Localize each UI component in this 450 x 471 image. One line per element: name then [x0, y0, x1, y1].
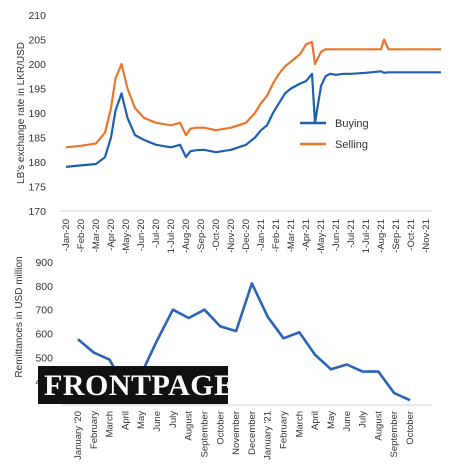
- x-tick-label: -Dec-20: [241, 219, 252, 253]
- y-tick-label: 190: [28, 108, 46, 120]
- x-tick-label: -Aug-20: [181, 219, 192, 253]
- x-tick-label: July: [168, 411, 179, 428]
- exchange-rate-chart: 170 175 180 185 190 195 200 205 210 -Jan-20 -Feb-2…: [16, 10, 441, 254]
- legend-label-buying: Buying: [335, 118, 369, 130]
- x-tick-label: March: [105, 411, 116, 437]
- x-tick-label: -Jun-20: [136, 219, 147, 251]
- x-tick-label: -Jan-21: [256, 219, 267, 251]
- x-tick-label: 1-Jul-21: [361, 219, 372, 253]
- frontpage-logo: FRONTPAGE: [44, 369, 235, 402]
- x-tick-label: -Jan-20: [61, 219, 72, 251]
- x-tick-label: -Mar-21: [286, 219, 297, 252]
- y-axis-title: Remittances in USD million: [14, 256, 25, 377]
- x-tick-label: August: [373, 411, 384, 441]
- x-tick-label: January '21: [263, 411, 274, 460]
- y-tick-label: 170: [28, 206, 46, 218]
- x-tick-label: -Feb-20: [76, 219, 87, 252]
- x-tick-label: -Aug-21: [376, 219, 387, 253]
- x-tick-label: -Jul-20: [151, 219, 162, 248]
- x-tick-label: October: [405, 411, 416, 445]
- y-tick-label: 180: [28, 157, 46, 169]
- x-tick-label: January '20: [73, 411, 84, 460]
- x-tick-label: October: [215, 411, 226, 445]
- x-tick-label: May: [136, 411, 147, 429]
- x-tick-label: April: [120, 411, 131, 430]
- x-tick-label: September: [199, 411, 210, 457]
- x-tick-label: 1-Jul-20: [166, 219, 177, 253]
- y-tick-label: 195: [28, 84, 46, 96]
- remittances-chart: 400500600700800900January '20FebruaryMar…: [14, 256, 432, 460]
- x-tick-label: -Apr-20: [106, 219, 117, 251]
- y-tick-label: 210: [28, 10, 46, 22]
- x-tick-label: November: [231, 411, 242, 455]
- x-tick-label: -May-20: [121, 219, 132, 254]
- series-line-buying: [65, 70, 441, 168]
- x-tick-label: -May-21: [316, 219, 327, 254]
- x-tick-label: -Sep-21: [391, 219, 402, 253]
- x-tick-label: February: [89, 411, 100, 449]
- y-tick-label: 800: [35, 281, 53, 293]
- x-tick-label: -Oct-20: [211, 219, 222, 251]
- x-tick-label: June: [342, 411, 353, 432]
- y-tick-label: 900: [35, 257, 53, 269]
- x-tick-label: July: [358, 411, 369, 428]
- y-tick-label: 500: [35, 352, 53, 364]
- x-tick-label: -Apr-21: [301, 219, 312, 251]
- x-tick-label: May: [326, 411, 337, 429]
- frontpage-logo-background: [38, 366, 228, 404]
- y-axis-title: LB's exchange rate in LKR/USD: [16, 42, 27, 184]
- y-tick-label: 205: [28, 35, 46, 47]
- y-tick-label: 700: [35, 305, 53, 317]
- x-tick-label: February: [279, 411, 290, 449]
- series-line-selling: [65, 38, 441, 149]
- legend-label-selling: Selling: [335, 139, 368, 151]
- y-tick-label: 175: [28, 182, 46, 194]
- x-tick-label: June: [152, 411, 163, 432]
- x-tick-label: March: [294, 411, 305, 437]
- x-tick-label: -Nov-21: [421, 219, 432, 253]
- x-tick-label: September: [389, 411, 400, 457]
- x-tick-label: -Nov-20: [226, 219, 237, 253]
- x-tick-label: August: [184, 411, 195, 441]
- y-tick-label: 600: [35, 329, 53, 341]
- x-tick-label: -Jun-21: [331, 219, 342, 251]
- x-tick-label: December: [247, 411, 258, 455]
- x-tick-label: April: [310, 411, 321, 430]
- y-tick-label: 200: [28, 59, 46, 71]
- x-tick-label: -Feb-21: [271, 219, 282, 252]
- y-tick-label: 185: [28, 133, 46, 145]
- x-tick-label: -Oct-21: [406, 219, 417, 251]
- x-tick-label: -Mar-20: [91, 219, 102, 252]
- x-tick-label: -Sep-20: [196, 219, 207, 253]
- x-tick-label: -Jul-21: [346, 219, 357, 248]
